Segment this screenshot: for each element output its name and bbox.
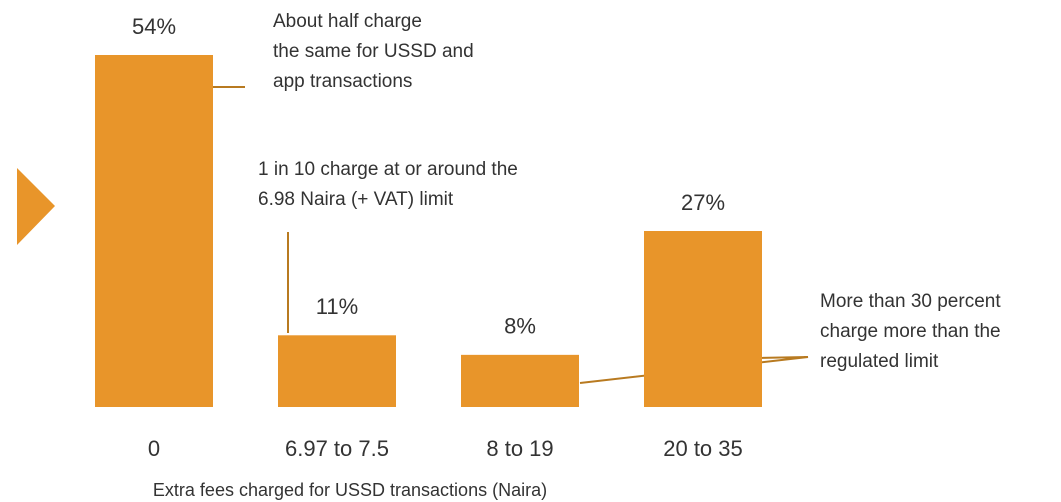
annotation: the same for USSD and — [273, 41, 474, 62]
annotation: More than 30 percent — [820, 291, 1001, 312]
value-label: 27% — [681, 190, 725, 215]
bar — [461, 354, 579, 407]
annotation: 1 in 10 charge at or around the — [258, 159, 518, 180]
value-label: 11% — [316, 294, 358, 319]
x-axis-label: Extra fees charged for USSD transactions… — [153, 480, 547, 500]
value-label: 54% — [132, 14, 176, 39]
x-tick-label: 6.97 to 7.5 — [285, 436, 389, 461]
annotation: regulated limit — [820, 351, 939, 372]
annotation: 6.98 Naira (+ VAT) limit — [258, 189, 454, 210]
x-tick-label: 8 to 19 — [486, 436, 553, 461]
bar — [95, 55, 213, 407]
pointer-triangle — [17, 168, 55, 245]
annotation: app transactions — [273, 71, 412, 92]
bar — [644, 231, 762, 407]
bar — [278, 335, 396, 407]
value-label: 8% — [504, 314, 536, 339]
x-tick-label: 0 — [148, 436, 160, 461]
x-tick-label: 20 to 35 — [663, 436, 743, 461]
annotation: About half charge — [273, 11, 422, 32]
annotation: charge more than the — [820, 321, 1001, 342]
